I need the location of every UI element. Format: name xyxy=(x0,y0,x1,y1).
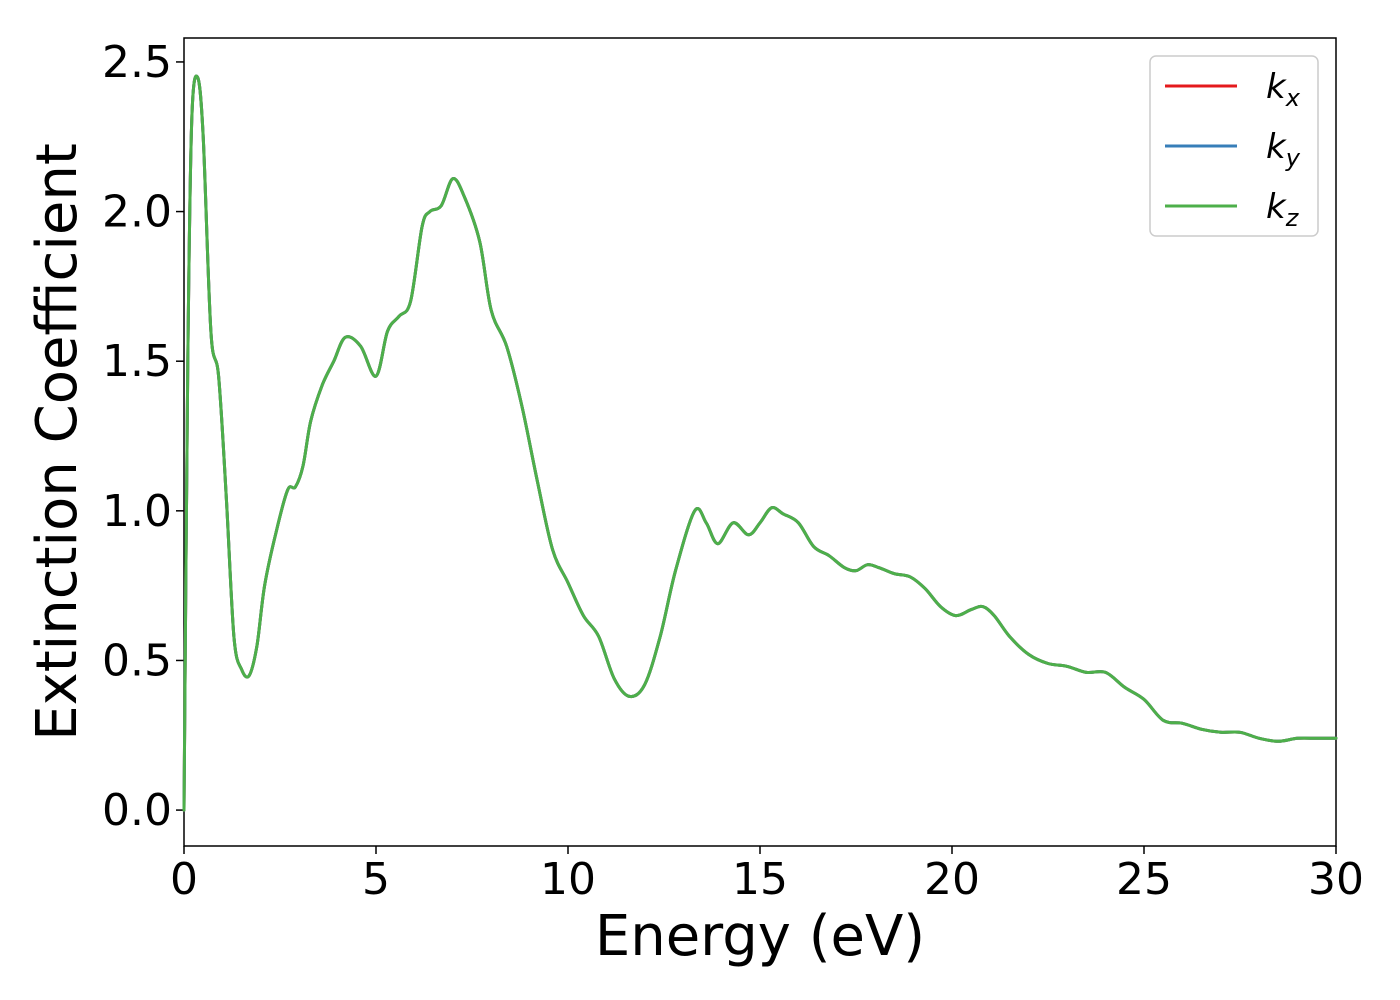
legend: kx ky kz xyxy=(1149,55,1319,237)
x-tick-label: 0 xyxy=(170,854,198,905)
series-line-kz xyxy=(182,74,1338,812)
x-tick-label: 20 xyxy=(924,854,980,905)
y-tick-label: 2.5 xyxy=(102,37,172,88)
y-tick-label: 0.0 xyxy=(102,785,172,836)
y-tick-label: 0.5 xyxy=(102,635,172,686)
plot-area xyxy=(183,37,1337,847)
y-tick-label: 2.0 xyxy=(102,187,172,238)
legend-entry-kx: kx xyxy=(1266,67,1301,112)
x-axis-label: Energy (eV) xyxy=(595,904,925,969)
y-axis: 0.0 0.5 1.0 1.5 2.0 2.5 xyxy=(102,37,184,836)
x-tick-label: 30 xyxy=(1308,854,1364,905)
x-tick-label: 15 xyxy=(732,854,788,905)
y-axis-label: Extinction Coefficient xyxy=(25,143,90,741)
x-axis: 0 5 10 15 20 25 30 xyxy=(170,846,1364,905)
x-tick-label: 5 xyxy=(362,854,390,905)
legend-entry-kz: kz xyxy=(1266,187,1300,232)
x-tick-label: 25 xyxy=(1116,854,1172,905)
series-lines xyxy=(182,74,1338,812)
x-tick-label: 10 xyxy=(540,854,596,905)
legend-entry-ky: ky xyxy=(1266,127,1301,172)
y-tick-label: 1.5 xyxy=(102,336,172,387)
y-tick-label: 1.0 xyxy=(102,486,172,537)
